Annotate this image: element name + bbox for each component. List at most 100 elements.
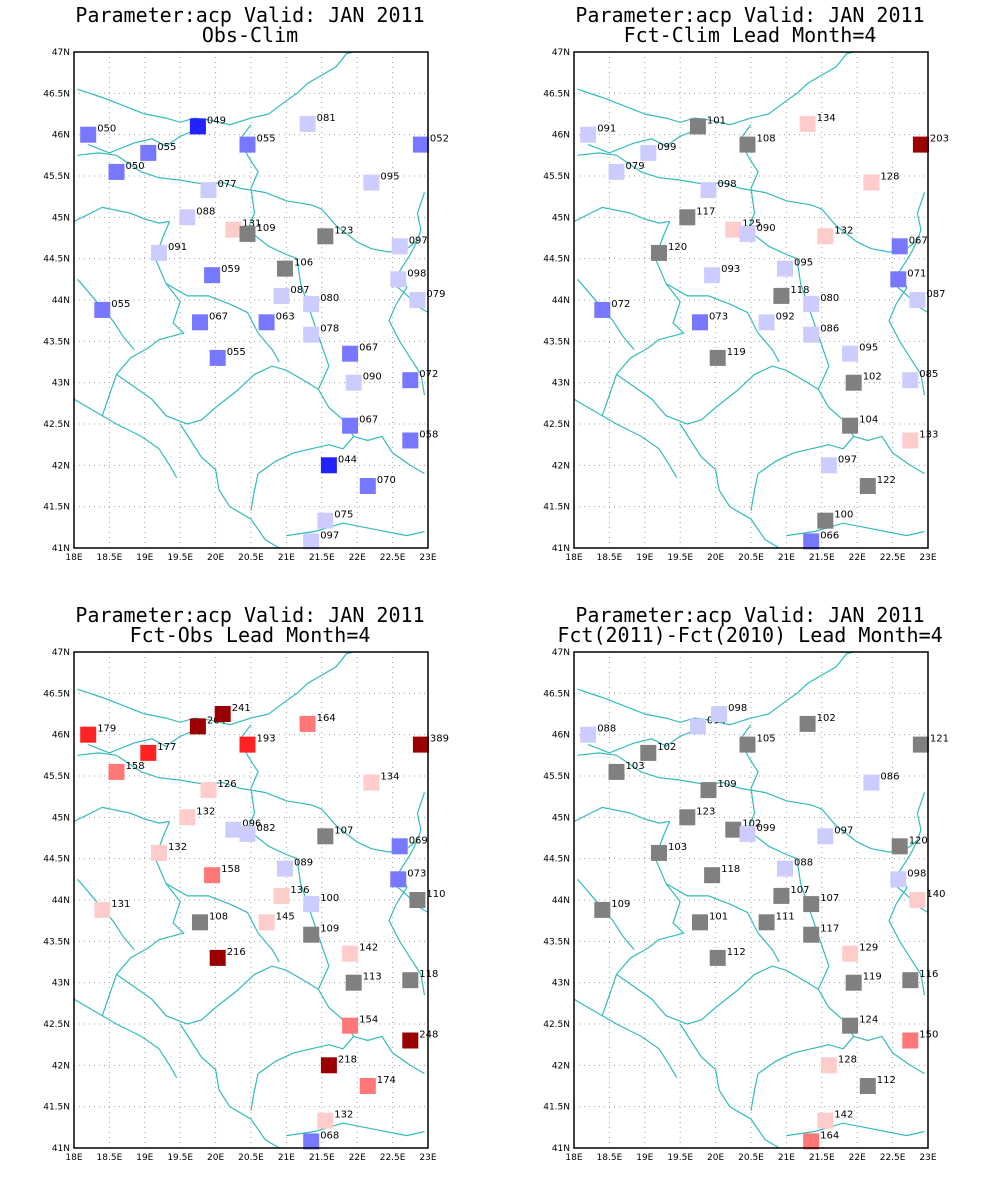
station-marker xyxy=(820,1057,837,1074)
border-line xyxy=(853,1035,925,1075)
lon-tick-label: 22.5E xyxy=(380,1153,406,1163)
station-value-label: 131 xyxy=(242,219,261,230)
station-value-label: 073 xyxy=(407,868,426,879)
station-marker xyxy=(258,914,275,931)
lon-tick-label: 20E xyxy=(207,553,224,563)
station-marker xyxy=(80,726,97,743)
lon-tick-label: 19E xyxy=(136,1153,153,1163)
station-value-label: 142 xyxy=(834,1110,853,1121)
border-line xyxy=(715,965,855,1111)
lon-tick-label: 20.5E xyxy=(238,1153,264,1163)
border-line xyxy=(577,52,854,126)
station-value-label: 128 xyxy=(880,172,899,183)
station-value-label: 158 xyxy=(221,864,240,875)
station-marker xyxy=(320,1057,337,1074)
station-value-label: 123 xyxy=(334,225,353,236)
lon-tick-label: 21E xyxy=(778,553,795,563)
station-value-label: 107 xyxy=(820,893,839,904)
station-value-label: 079 xyxy=(426,289,445,300)
border-line xyxy=(577,152,918,253)
station-marker xyxy=(94,901,111,918)
station-marker xyxy=(151,844,167,861)
station-marker xyxy=(345,974,362,991)
station-marker xyxy=(179,809,196,826)
lat-tick-label: 47N xyxy=(552,48,570,58)
station-value-label: 097 xyxy=(320,530,339,541)
station-marker xyxy=(580,726,597,743)
station-marker xyxy=(402,372,419,389)
station-marker xyxy=(842,417,859,434)
station-marker xyxy=(108,163,125,180)
lat-tick-label: 43.5N xyxy=(43,937,70,947)
station-marker xyxy=(409,292,426,308)
station-value-label: 097 xyxy=(409,235,428,246)
station-value-label: 107 xyxy=(334,825,353,836)
station-value-label: 088 xyxy=(196,206,215,217)
lon-tick-label: 19E xyxy=(636,553,653,563)
panel-title: Parameter:acp Valid: JAN 2011 xyxy=(75,3,424,27)
border-line xyxy=(388,270,426,396)
lat-tick-label: 41N xyxy=(52,544,70,554)
lat-tick-label: 44.5N xyxy=(43,255,70,265)
lon-tick-label: 19E xyxy=(636,1153,653,1163)
lon-tick-label: 18E xyxy=(65,553,82,563)
border-line xyxy=(74,806,170,824)
lat-tick-label: 45N xyxy=(52,813,70,823)
station-marker xyxy=(317,512,334,529)
station-marker xyxy=(303,926,320,943)
lon-tick-label: 21.5E xyxy=(309,1153,335,1163)
lon-tick-label: 22E xyxy=(349,553,366,563)
lon-tick-label: 20E xyxy=(707,553,724,563)
station-value-label: 099 xyxy=(757,823,776,834)
station-value-label: 066 xyxy=(820,530,839,541)
station-value-label: 164 xyxy=(317,713,336,724)
station-marker xyxy=(189,118,206,135)
lon-tick-label: 22E xyxy=(349,1153,366,1163)
station-value-label: 154 xyxy=(359,1015,378,1026)
station-value-label: 119 xyxy=(727,347,746,358)
station-marker xyxy=(863,774,880,791)
station-value-label: 085 xyxy=(919,369,938,380)
station-marker xyxy=(317,1112,334,1129)
lat-tick-label: 42N xyxy=(552,461,570,471)
lat-tick-label: 44N xyxy=(552,296,570,306)
border-line xyxy=(77,52,354,126)
station-marker xyxy=(640,144,657,161)
station-value-label: 059 xyxy=(221,264,240,275)
border-line xyxy=(416,792,426,841)
border-line xyxy=(165,882,280,963)
border-line xyxy=(786,522,925,537)
panel-title: Parameter:acp Valid: JAN 2011 xyxy=(575,603,924,627)
border-line xyxy=(388,870,426,996)
station-marker xyxy=(739,825,756,842)
station-marker xyxy=(594,901,611,918)
station-marker xyxy=(709,349,726,366)
station-marker xyxy=(803,326,820,343)
border-line xyxy=(574,806,670,824)
lat-tick-label: 43N xyxy=(52,379,70,389)
border-line xyxy=(679,1023,780,1148)
station-value-label: 174 xyxy=(377,1075,396,1086)
border-line xyxy=(853,435,925,475)
station-value-label: 087 xyxy=(926,289,945,300)
border-line xyxy=(574,206,670,224)
station-value-label: 126 xyxy=(218,779,237,790)
station-value-label: 106 xyxy=(294,258,313,269)
station-marker xyxy=(200,182,217,199)
station-marker xyxy=(692,914,708,931)
station-marker xyxy=(704,867,721,884)
border-line xyxy=(179,423,280,548)
station-value-label: 120 xyxy=(668,242,687,253)
station-marker xyxy=(363,774,380,791)
station-marker xyxy=(902,972,919,989)
station-value-label: 044 xyxy=(338,454,357,465)
station-value-label: 109 xyxy=(718,779,737,790)
station-marker xyxy=(679,209,696,226)
station-value-label: 063 xyxy=(276,311,295,322)
station-value-label: 072 xyxy=(419,369,438,380)
station-value-label: 078 xyxy=(320,324,339,335)
border-line xyxy=(796,858,830,990)
station-marker xyxy=(359,1078,376,1094)
station-value-label: 067 xyxy=(209,311,228,322)
station-marker xyxy=(803,926,820,943)
